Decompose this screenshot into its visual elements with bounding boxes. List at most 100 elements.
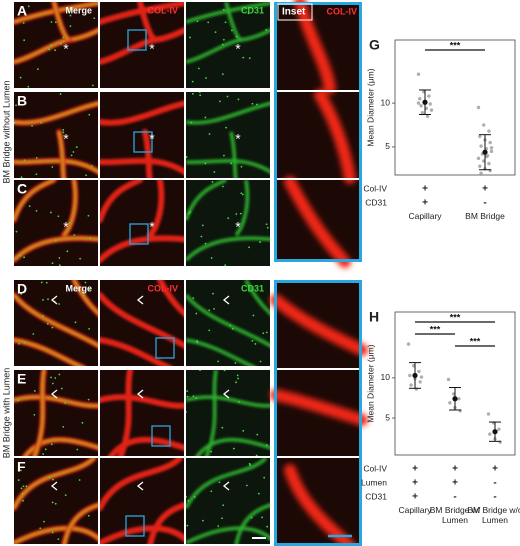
- speck: [240, 192, 243, 195]
- micrograph: [186, 92, 270, 178]
- speck: [51, 262, 54, 265]
- data-point: [408, 373, 412, 378]
- speck: [84, 281, 87, 284]
- micrograph: [186, 280, 270, 366]
- speck: [35, 157, 38, 159]
- inset-frame: [274, 2, 362, 262]
- speck: [240, 165, 243, 168]
- speck: [223, 154, 225, 157]
- speck: [15, 230, 18, 233]
- speck: [204, 116, 207, 119]
- vessel-overlay: [14, 527, 98, 544]
- speck: [40, 121, 43, 124]
- data-point: [476, 156, 481, 161]
- y-axis-label: Mean Diameter (μm): [365, 68, 375, 146]
- speck: [72, 151, 75, 153]
- vessel: [186, 236, 270, 262]
- vessel: [186, 293, 270, 348]
- condition-name: Lumen: [361, 477, 387, 487]
- data-point: [478, 164, 482, 168]
- speck: [62, 36, 65, 39]
- vessel: [137, 2, 158, 43]
- x-category-label: Capillary: [408, 211, 442, 221]
- speck: [196, 20, 199, 23]
- speck: [93, 17, 96, 20]
- speck: [43, 520, 45, 523]
- column-title: CD31: [241, 283, 264, 293]
- speck: [27, 85, 30, 88]
- speck: [195, 397, 198, 399]
- inset-vessels: [270, 294, 368, 546]
- micrograph: [14, 92, 98, 178]
- speck: [222, 8, 225, 11]
- inset-box: [133, 131, 153, 153]
- data-point: [418, 97, 422, 101]
- plot-frame: [394, 39, 516, 176]
- vessel: [186, 2, 270, 24]
- vessel: [186, 158, 270, 174]
- speck: [235, 213, 238, 215]
- speck: [88, 327, 91, 330]
- speck: [225, 126, 228, 129]
- speck: [50, 211, 52, 214]
- row-group-label: BM Bridge with Lumen: [1, 368, 11, 459]
- significance-label: ***: [430, 324, 441, 334]
- arrowhead: [136, 481, 144, 491]
- arrowhead: [50, 295, 58, 305]
- vessel: [100, 394, 184, 409]
- speck: [221, 517, 223, 520]
- arrowhead: [136, 389, 144, 399]
- vessel-overlay: [14, 339, 82, 366]
- speck: [33, 390, 36, 392]
- asterisk: *: [149, 219, 155, 235]
- inset-box: [125, 515, 145, 537]
- speck: [265, 29, 268, 31]
- speck: [221, 43, 224, 46]
- speck: [58, 303, 60, 305]
- asterisk: *: [235, 131, 241, 147]
- panel-label: D: [17, 281, 27, 297]
- speck: [23, 159, 26, 162]
- speck: [20, 184, 22, 187]
- speck: [85, 174, 88, 177]
- speck: [208, 133, 211, 135]
- data-point: [419, 104, 423, 108]
- vessels: [14, 458, 98, 544]
- vessel: [186, 338, 257, 366]
- inset-title-box: [277, 3, 313, 21]
- speck: [241, 193, 244, 196]
- y-tick-label: 5: [385, 141, 390, 151]
- significance-label: ***: [470, 336, 481, 346]
- vessels: [186, 280, 270, 366]
- data-point: [479, 171, 483, 175]
- speck: [57, 538, 60, 541]
- speck: [255, 454, 258, 456]
- data-point: [482, 123, 486, 127]
- micrograph: [100, 370, 184, 456]
- vessel: [142, 129, 153, 178]
- asterisk: *: [235, 41, 241, 57]
- speck: [221, 73, 224, 76]
- speck: [186, 156, 188, 158]
- vessel-overlay: [73, 280, 98, 315]
- panel-label: B: [17, 93, 27, 109]
- micrograph-bg: [186, 180, 270, 266]
- speck: [224, 264, 227, 266]
- speck: [60, 43, 62, 45]
- speck: [19, 469, 22, 472]
- speck: [200, 235, 203, 238]
- vessel: [100, 525, 184, 544]
- vessel-overlay: [63, 504, 98, 544]
- speck: [25, 485, 28, 488]
- mean-point: [422, 99, 428, 105]
- speck: [68, 222, 71, 224]
- speck: [20, 293, 23, 295]
- speck: [210, 450, 212, 453]
- speck: [58, 257, 61, 259]
- column-title: Merge: [65, 5, 92, 15]
- speck: [45, 281, 48, 284]
- speck: [256, 433, 259, 436]
- speck: [90, 165, 93, 167]
- speck: [87, 214, 90, 217]
